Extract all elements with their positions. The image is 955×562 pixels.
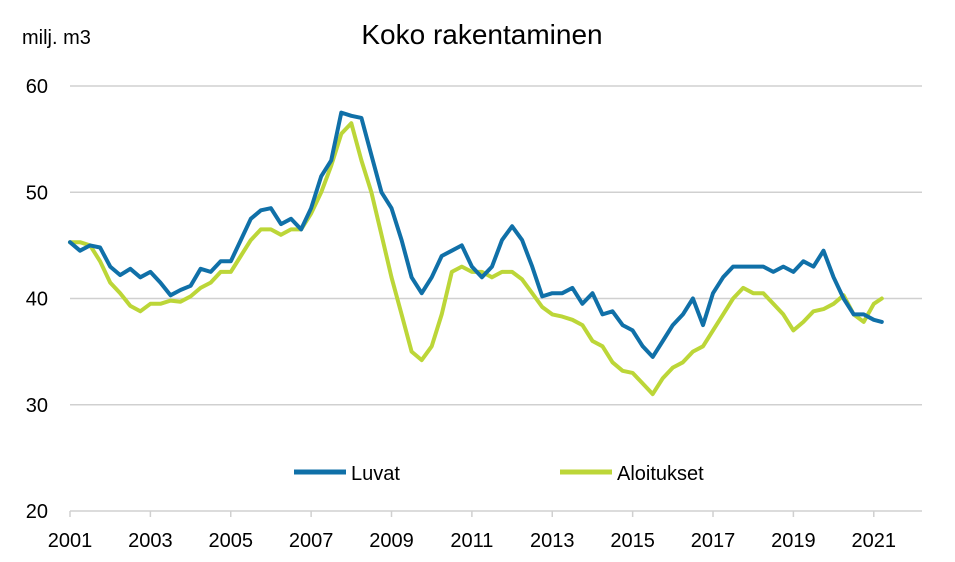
x-tick-label: 2011 xyxy=(450,530,493,552)
y-axis-tick-labels: 20 30 40 50 60 xyxy=(26,76,48,523)
x-axis-tick-labels: 2001 2003 2005 2007 2009 2011 2013 2015 2017 2019… xyxy=(48,530,896,552)
y-tick-label: 60 xyxy=(26,76,48,98)
x-tick-label: 2003 xyxy=(128,530,173,552)
legend-item-aloitukset: Aloitukset xyxy=(560,463,704,485)
x-tick-label: 2001 xyxy=(48,530,93,552)
x-tick-label: 2019 xyxy=(771,530,816,552)
x-tick-label: 2005 xyxy=(209,530,254,552)
x-tick-label: 2009 xyxy=(369,530,414,552)
x-tick-label: 2021 xyxy=(852,530,897,552)
legend: Luvat Aloitukset xyxy=(294,463,704,485)
series-line-luvat xyxy=(68,110,884,359)
y-tick-label: 40 xyxy=(26,289,48,311)
y-tick-label: 30 xyxy=(26,395,48,417)
series-line-aloitukset xyxy=(68,121,884,397)
x-tick-label: 2013 xyxy=(530,530,575,552)
y-tick-label: 20 xyxy=(26,501,48,523)
legend-label-aloitukset: Aloitukset xyxy=(617,463,704,485)
y-tick-label: 50 xyxy=(26,182,48,204)
x-tick-label: 2017 xyxy=(691,530,736,552)
chart-title: Koko rakentaminen xyxy=(361,19,602,50)
series-lines xyxy=(68,110,884,397)
legend-label-luvat: Luvat xyxy=(351,463,400,485)
x-axis xyxy=(69,510,922,517)
x-tick-label: 2007 xyxy=(289,530,334,552)
legend-item-luvat: Luvat xyxy=(294,463,400,485)
y-axis-unit-label: milj. m3 xyxy=(22,27,91,49)
x-tick-label: 2015 xyxy=(610,530,655,552)
gridlines xyxy=(70,85,922,406)
